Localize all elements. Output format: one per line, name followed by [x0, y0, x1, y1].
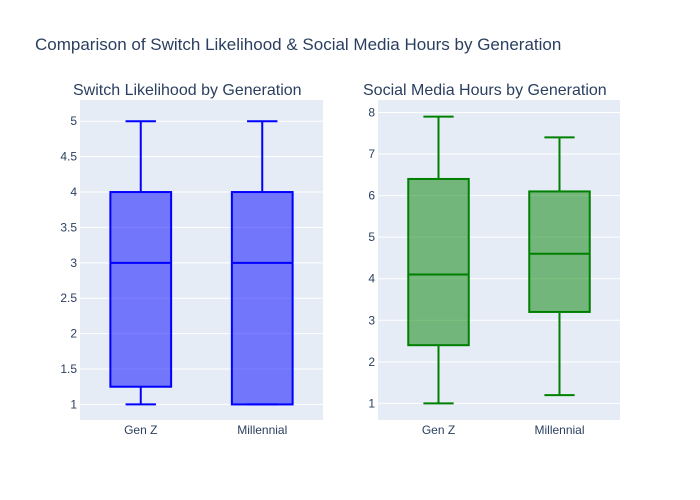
y-tick-label: 1.5 [60, 362, 77, 376]
box-iqr [407, 177, 470, 347]
subplot-2: 1 2 3 4 5 6 7 8 Social Media Hours by Generation… [363, 82, 620, 437]
subplot-1: 1 1.5 2 2.5 3 3.5 4 4.5 5 Switch Likelihood by Ge… [60, 82, 323, 437]
y-tick-label: 2 [70, 327, 77, 341]
box-iqr [528, 190, 591, 313]
box-iqr [230, 191, 294, 406]
y-tick-label: 2.5 [60, 291, 77, 305]
subplot-title: Switch Likelihood by Generation [73, 82, 302, 99]
y-tick-label: 4 [70, 185, 77, 199]
y-tick-label: 3 [70, 256, 77, 270]
y-tick-label: 1 [70, 397, 77, 411]
chart-title: Comparison of Switch Likelihood & Social… [35, 35, 561, 54]
box-gen-z [407, 115, 470, 405]
x-tick-label: Gen Z [422, 423, 455, 437]
box-millennial [528, 136, 591, 397]
y-tick-label: 6 [368, 189, 375, 203]
x-tick-label: Millennial [237, 423, 287, 437]
y-tick-label: 8 [368, 105, 375, 119]
y-tick-label: 2 [368, 355, 375, 369]
subplots: 1 1.5 2 2.5 3 3.5 4 4.5 5 Switch Likelihood by Ge… [60, 82, 620, 437]
y-tick-label: 7 [368, 147, 375, 161]
y-tick-label: 3.5 [60, 220, 77, 234]
box-iqr [109, 191, 173, 388]
y-tick-label: 4 [368, 272, 375, 286]
box-millennial [230, 120, 294, 406]
y-tick-label: 1 [368, 396, 375, 410]
x-tick-label: Gen Z [124, 423, 157, 437]
y-tick-label: 5 [368, 230, 375, 244]
y-tick-label: 3 [368, 313, 375, 327]
subplot-title: Social Media Hours by Generation [363, 82, 607, 99]
box-gen-z [109, 120, 173, 406]
y-tick-label: 4.5 [60, 150, 77, 164]
y-tick-label: 5 [70, 114, 77, 128]
x-tick-label: Millennial [534, 423, 584, 437]
